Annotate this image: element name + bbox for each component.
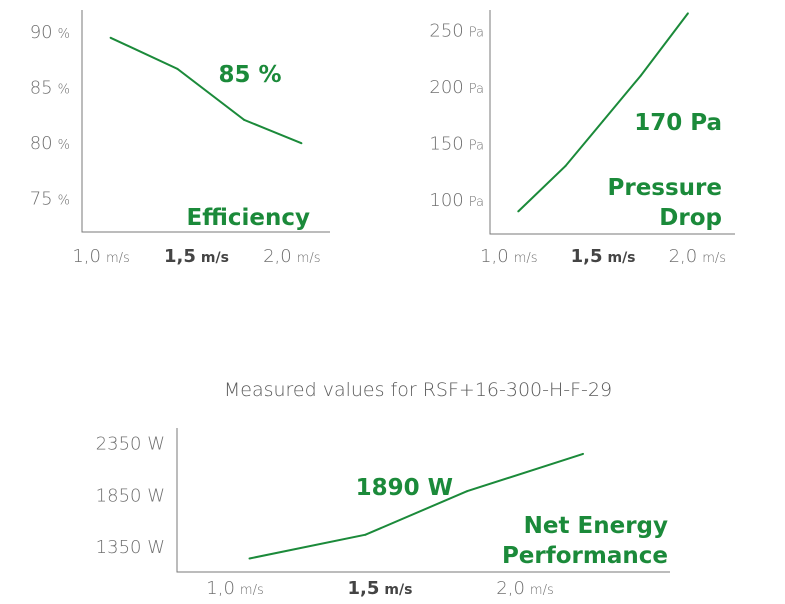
x-tick-label: 2,0 m/s bbox=[496, 578, 553, 599]
y-tick-label: 150 Pa bbox=[429, 133, 484, 154]
y-tick-label: 100 Pa bbox=[429, 190, 484, 211]
y-tick-label: 85% bbox=[30, 78, 70, 99]
chart-net-energy: 2350 W 1850 W 1350 W 1,0 m/s 1,5 m/s 2,0 m/s 1890… bbox=[96, 428, 670, 599]
x-tick-label: 2,0 m/s bbox=[669, 246, 726, 267]
data-point bbox=[176, 67, 179, 70]
series-line bbox=[249, 452, 584, 560]
y-tick-label: 1850 W bbox=[96, 485, 165, 506]
x-tick-label: 1,0 m/s bbox=[206, 578, 263, 599]
chart-title: Pressure bbox=[608, 175, 723, 201]
axis-lines bbox=[81, 10, 330, 233]
y-tick-label: 200 Pa bbox=[429, 77, 484, 98]
x-tick-label: 1,0 m/s bbox=[72, 246, 129, 267]
x-tick-label: 1,5 m/s bbox=[571, 246, 636, 267]
chart-title: Drop bbox=[659, 205, 722, 231]
data-point bbox=[466, 490, 468, 493]
y-tick-label: 75% bbox=[30, 189, 70, 210]
data-point bbox=[564, 165, 567, 168]
data-point bbox=[248, 557, 251, 560]
x-tick-label: 2,0 m/s bbox=[263, 246, 320, 267]
chart-title: Efficiency bbox=[187, 205, 310, 231]
data-point bbox=[582, 452, 584, 455]
data-point bbox=[639, 74, 642, 77]
data-point bbox=[243, 118, 246, 121]
axis-lines bbox=[176, 428, 670, 573]
axis-lines bbox=[489, 10, 735, 235]
chart-title: Net Energy bbox=[524, 513, 668, 539]
data-point bbox=[602, 119, 605, 122]
callout-value: 85 % bbox=[218, 62, 281, 88]
data-point bbox=[364, 533, 367, 536]
chart-efficiency: 90 % 85 % 80 % 75 % 1,0 m/s 1,5 m/s 2,0 m/s 85 % Effici… bbox=[30, 10, 330, 267]
callout-value: 1890 W bbox=[356, 475, 453, 501]
chart-pressure-drop: 250 Pa 200 Pa 150 Pa 100 Pa 1,0 m/s 1,5 m/s 2,0 m/s 17… bbox=[429, 10, 735, 267]
series-line bbox=[110, 36, 302, 145]
y-tick-label: 250 Pa bbox=[429, 20, 484, 41]
chart-title: Performance bbox=[502, 543, 668, 569]
x-tick-label: 1,5 m/s bbox=[348, 578, 413, 599]
data-point bbox=[686, 12, 689, 15]
x-tick-label: 1,0 m/s bbox=[480, 246, 537, 267]
y-tick-label: 90% bbox=[30, 22, 70, 43]
y-tick-label: 1350 W bbox=[96, 537, 165, 558]
data-point bbox=[517, 210, 520, 213]
chart-subtitle: Measured values for RSF+16-300-H-F-29 bbox=[224, 379, 612, 401]
y-tick-label: 80% bbox=[30, 133, 70, 154]
data-point bbox=[109, 36, 112, 39]
x-tick-label: 1,5 m/s bbox=[164, 246, 229, 267]
y-tick-label: 2350 W bbox=[96, 434, 165, 455]
callout-value: 170 Pa bbox=[634, 110, 722, 136]
data-point bbox=[300, 142, 303, 145]
